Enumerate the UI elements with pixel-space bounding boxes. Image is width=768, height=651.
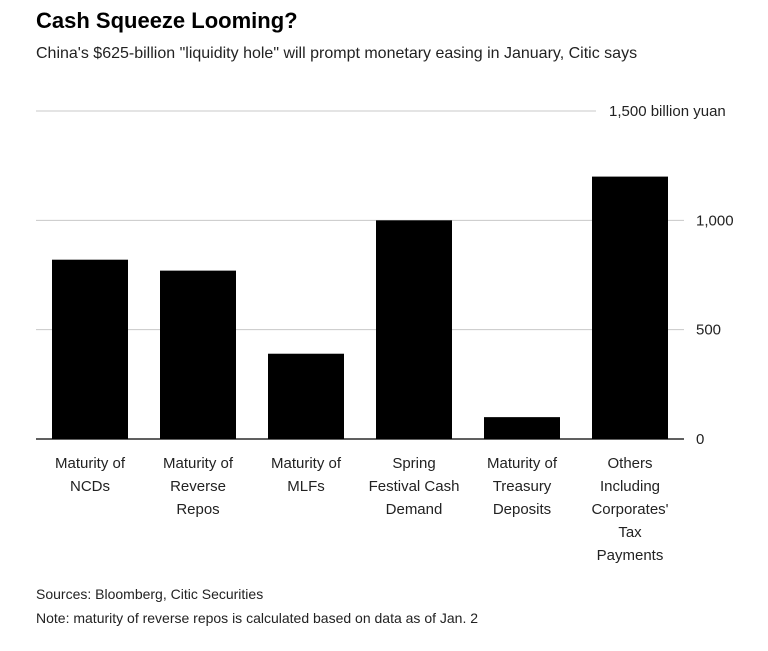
bars bbox=[52, 176, 668, 439]
bar bbox=[592, 176, 668, 439]
chart-title: Cash Squeeze Looming? bbox=[36, 8, 298, 33]
bar bbox=[52, 259, 128, 439]
bar bbox=[268, 353, 344, 439]
x-category-label: Maturity of Reverse Repos bbox=[163, 455, 234, 518]
sources-text: Sources: Bloomberg, Citic Securities bbox=[36, 586, 264, 602]
grid-lines bbox=[36, 110, 684, 440]
x-category-label: Maturity of Treasury Deposits bbox=[487, 455, 558, 518]
bar bbox=[484, 417, 560, 439]
bar-chart: 0 500 1,000 1,500 billion yuan Maturity of N… bbox=[36, 103, 734, 564]
bar bbox=[376, 220, 452, 439]
x-category-label: Maturity of NCDs bbox=[55, 455, 126, 495]
x-category-label: Spring Festival Cash Demand bbox=[369, 455, 460, 518]
note-text: Note: maturity of reverse repos is calcu… bbox=[36, 610, 479, 626]
y-tick-label: 1,500 billion yuan bbox=[609, 103, 726, 120]
x-category-label: Others Including Corporates' Tax Payments bbox=[591, 455, 668, 564]
bar bbox=[160, 270, 236, 439]
y-tick-label: 0 bbox=[696, 431, 704, 448]
x-category-label: Maturity of MLFs bbox=[271, 455, 342, 495]
y-axis-ticks: 0 500 1,000 1,500 billion yuan bbox=[609, 103, 734, 448]
x-axis-categories: Maturity of NCDs Maturity of Reverse Repos Ma… bbox=[55, 455, 669, 564]
y-tick-label: 500 bbox=[696, 322, 721, 339]
y-tick-label: 1,000 bbox=[696, 212, 734, 229]
chart-subtitle: China's $625-billion "liquidity hole" wi… bbox=[36, 45, 638, 62]
